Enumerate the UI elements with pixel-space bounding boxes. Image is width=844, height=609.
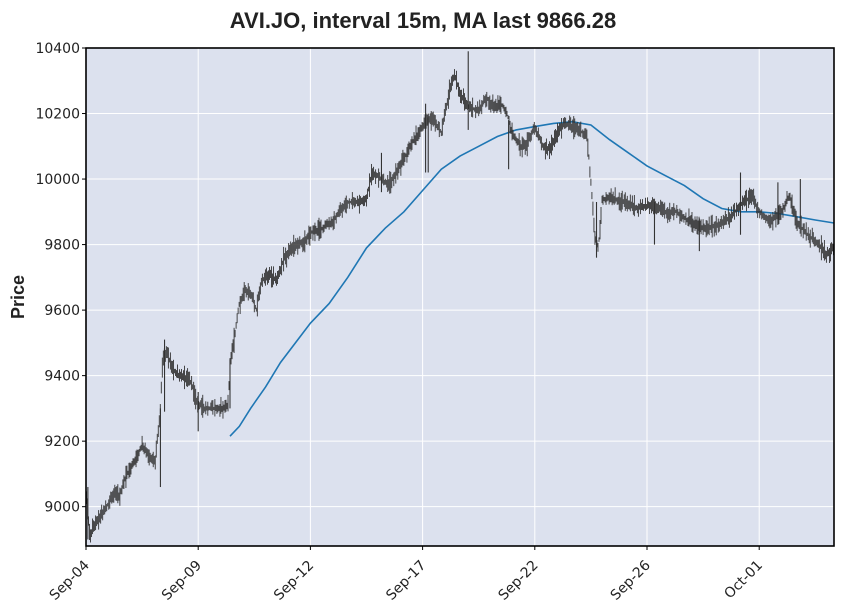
y-tick-label: 9400	[44, 369, 80, 385]
y-tick-label: 10000	[35, 172, 80, 188]
x-axis-ticks: Sep-04 Sep-09 Sep-12 Sep-17 Sep-22 Sep-26 Oct-…	[47, 546, 766, 604]
plot-background	[86, 48, 834, 546]
y-tick-label: 9000	[44, 500, 80, 516]
y-tick-label: 9800	[44, 238, 80, 254]
y-tick-label: 10200	[35, 107, 80, 123]
candlestick-series	[86, 51, 834, 543]
plot-frame	[85, 47, 835, 547]
y-tick-label: 9600	[44, 303, 80, 319]
x-tick-label: Sep-12	[271, 558, 317, 604]
y-axis-ticks: 9000 9200 9400 9600 9800 10000 10200 10400	[35, 41, 86, 516]
x-tick-label: Sep-22	[495, 558, 541, 604]
x-tick-label: Sep-09	[159, 558, 205, 604]
x-tick-label: Sep-17	[383, 558, 429, 604]
y-tick-label: 10400	[35, 41, 80, 57]
y-axis-label: Price	[8, 275, 28, 319]
y-tick-label: 9200	[44, 434, 80, 450]
chart-title: AVI.JO, interval 15m, MA last 9866.28	[230, 8, 616, 33]
x-tick-label: Sep-26	[608, 557, 654, 603]
x-tick-label: Sep-04	[47, 557, 93, 603]
x-tick-label: Oct-01	[721, 558, 766, 603]
